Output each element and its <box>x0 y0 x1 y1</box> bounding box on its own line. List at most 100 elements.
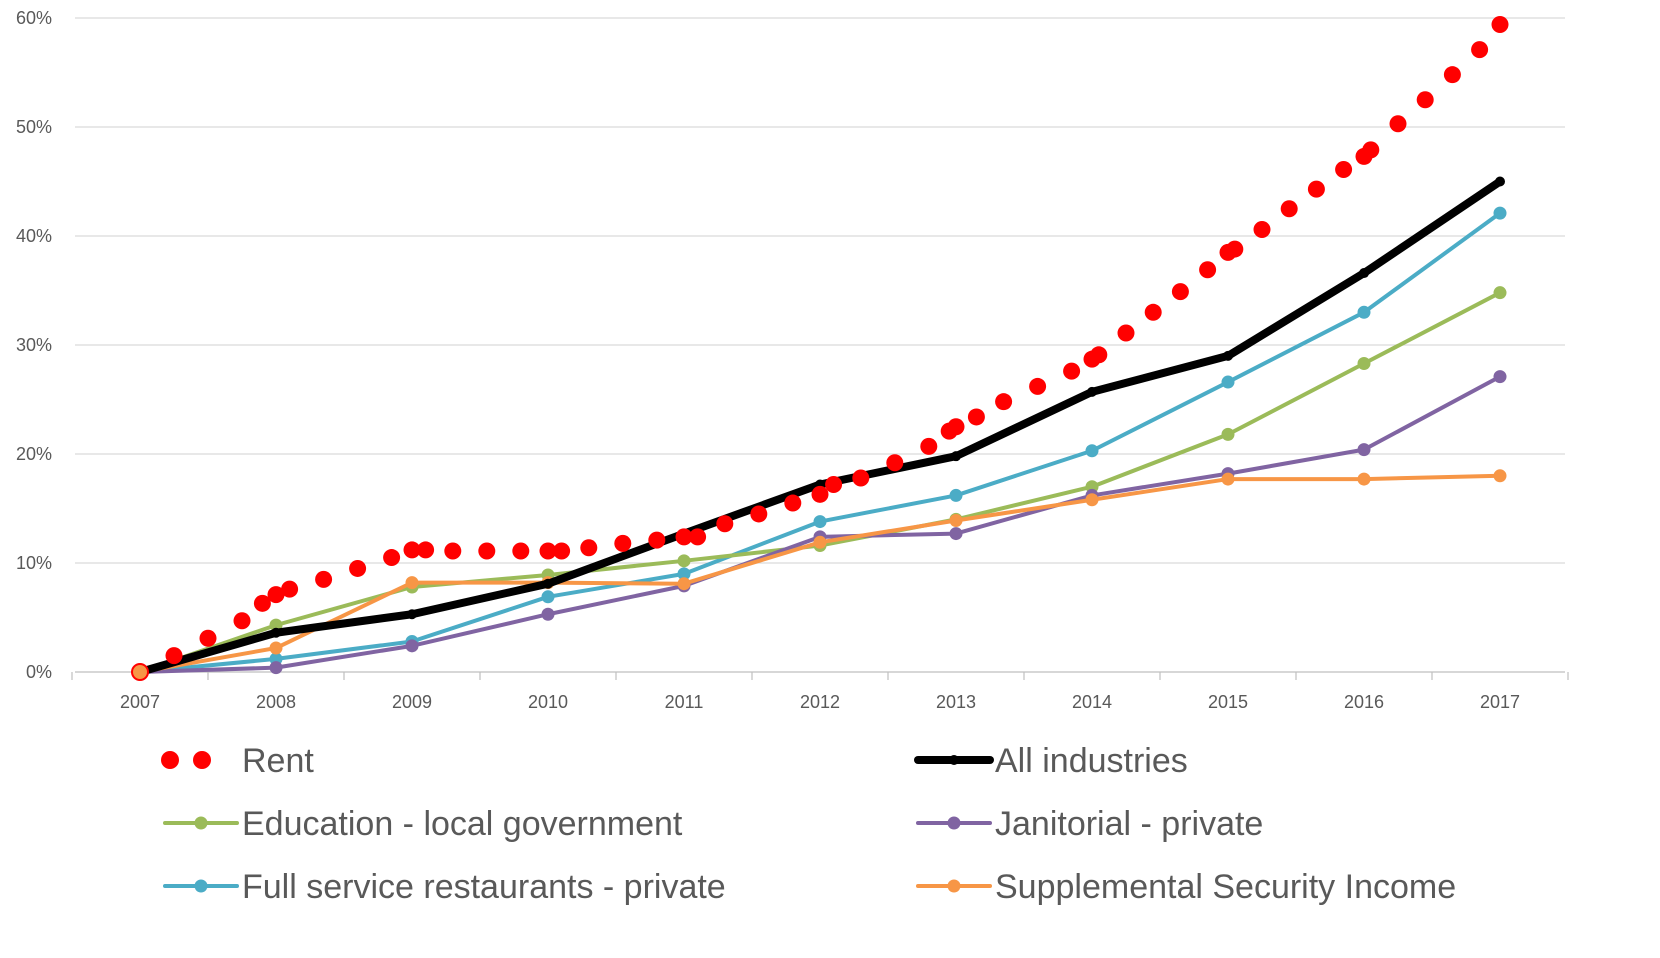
legend-marker <box>194 816 208 830</box>
x-tick-label: 2017 <box>1480 692 1520 712</box>
data-point <box>1493 469 1507 483</box>
data-point <box>951 451 961 462</box>
rent-point <box>750 505 768 523</box>
rent-point <box>1171 283 1189 301</box>
rent-point <box>947 418 965 436</box>
rent-point <box>1443 66 1461 84</box>
series-line-4 <box>138 211 1502 674</box>
data-point <box>813 535 827 549</box>
rent-point <box>1416 91 1434 109</box>
data-point <box>1221 472 1235 486</box>
rent-point <box>886 454 904 472</box>
data-point <box>813 515 827 529</box>
y-tick-label: 0% <box>26 662 52 682</box>
rent-point <box>349 559 367 577</box>
rent-point <box>1253 220 1271 238</box>
rent-point <box>1199 261 1217 279</box>
series-line-5 <box>138 473 1502 674</box>
data-point <box>269 641 283 655</box>
series-1 <box>135 176 1505 677</box>
y-tick-label: 60% <box>16 8 52 28</box>
data-point <box>1085 444 1099 458</box>
legend-item: Supplemental Security Income <box>916 868 1456 906</box>
data-point <box>1357 357 1371 371</box>
rent-point <box>1491 16 1509 34</box>
x-tick-label: 2011 <box>665 692 704 712</box>
data-point <box>1221 427 1235 441</box>
data-point <box>269 661 283 675</box>
rent-point <box>403 541 421 559</box>
y-tick-label: 40% <box>16 226 52 246</box>
rent-point <box>784 494 802 512</box>
legend-label: Supplemental Security Income <box>995 868 1456 906</box>
rent-point <box>383 549 401 567</box>
legend-item: Full service restaurants - private <box>163 868 726 906</box>
rent-point <box>1090 346 1108 364</box>
rent-point <box>689 528 707 546</box>
legend-label: Full service restaurants - private <box>242 868 726 906</box>
rent-point <box>267 586 285 604</box>
axes: 0% 10% 20% 30% 40% 50% 60% 2007 2008 2009 2010 2011… <box>16 8 1569 712</box>
data-point <box>677 554 691 568</box>
data-point <box>543 578 553 589</box>
plot-area <box>131 16 1509 681</box>
legend-label: Rent <box>242 742 314 780</box>
data-point <box>949 527 963 541</box>
data-point <box>1223 350 1233 361</box>
gridlines <box>75 17 1565 673</box>
rent-point <box>811 485 829 503</box>
rent-point <box>1144 303 1162 321</box>
rent-point <box>165 647 183 665</box>
data-point <box>677 567 691 581</box>
rent-point <box>967 408 985 426</box>
rent-point <box>199 629 217 647</box>
rent-point <box>315 570 333 588</box>
rent-point <box>1280 200 1298 218</box>
data-point <box>1087 386 1097 397</box>
x-tick-label: 2007 <box>120 692 160 712</box>
x-tick-label: 2010 <box>528 692 568 712</box>
rent-point <box>716 515 734 533</box>
rent-point <box>852 469 870 487</box>
rent-point <box>553 542 571 560</box>
legend-item: Rent <box>161 742 314 780</box>
data-point <box>1085 493 1099 507</box>
rent-point <box>580 539 598 557</box>
legend-marker <box>194 879 208 893</box>
x-tick-label: 2015 <box>1208 692 1248 712</box>
rent-point <box>512 542 530 560</box>
rent-point <box>281 580 299 598</box>
rent-point <box>1362 141 1380 159</box>
legend-item: Janitorial - private <box>916 805 1263 843</box>
legend-marker <box>949 755 959 765</box>
x-tick-label: 2012 <box>800 692 840 712</box>
x-tick-label: 2014 <box>1072 692 1112 712</box>
rent-point <box>995 393 1013 411</box>
rent-point <box>675 528 693 546</box>
legend-item: All industries <box>914 742 1188 780</box>
data-point <box>405 576 419 590</box>
data-point <box>1359 268 1369 279</box>
x-tick-label: 2013 <box>936 692 976 712</box>
rent-point <box>417 541 435 559</box>
data-point <box>541 590 555 604</box>
rent-point <box>1029 377 1047 395</box>
x-tick-label: 2016 <box>1344 692 1384 712</box>
rent-point <box>1471 41 1489 59</box>
legend-label: All industries <box>995 742 1188 780</box>
data-point <box>405 639 419 653</box>
data-point <box>1357 443 1371 457</box>
x-tick-label: 2008 <box>256 692 296 712</box>
data-point <box>407 609 417 620</box>
legend: Rent All industries Education - local gove… <box>161 742 1456 906</box>
legend-swatch <box>161 751 179 769</box>
rent-point <box>825 476 843 494</box>
data-point <box>271 627 281 638</box>
legend-label: Education - local government <box>242 805 683 843</box>
rent-point <box>1335 161 1353 179</box>
data-point <box>949 488 963 502</box>
data-point <box>1493 286 1507 300</box>
x-tick-label: 2009 <box>392 692 432 712</box>
rent-point <box>253 594 271 612</box>
